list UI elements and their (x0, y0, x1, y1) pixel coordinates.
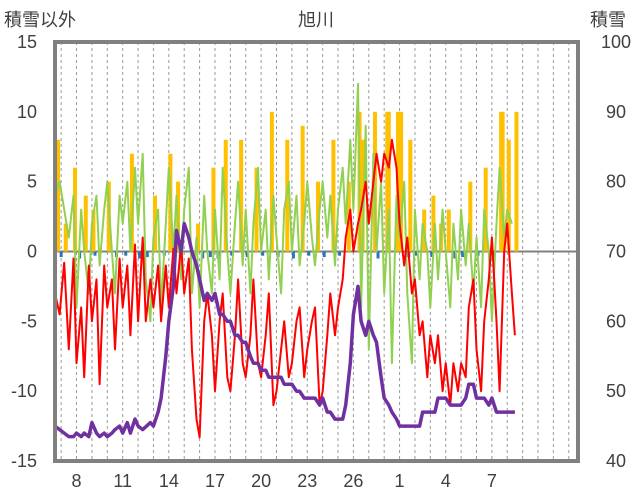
temperature-line (54, 138, 516, 439)
precip-bar (500, 111, 505, 252)
x-tick-label: 8 (72, 471, 82, 491)
precip-bar (506, 139, 511, 252)
right-tick-label: 90 (606, 102, 626, 122)
left-tick-label: 15 (17, 32, 37, 52)
x-tick-label: 23 (297, 471, 317, 491)
precip-bar (399, 111, 404, 252)
negative-bar (145, 251, 149, 258)
right-tick-label: 100 (601, 32, 631, 52)
x-tick-label: 1 (395, 471, 405, 491)
precip-bar (514, 111, 519, 252)
precip-bar (468, 181, 473, 252)
negative-bar (93, 251, 97, 256)
precip-bar (91, 209, 96, 252)
negative-bar (261, 251, 265, 256)
x-tick-label: 7 (487, 471, 497, 491)
precip-bar (300, 125, 305, 252)
chart-title: 旭川 (298, 10, 334, 30)
precip-bar (196, 223, 201, 252)
precip-bar (223, 139, 228, 252)
snow-depth-line (53, 221, 515, 439)
precip-bar (483, 167, 488, 252)
x-tick-label: 26 (343, 471, 363, 491)
negative-bar (138, 251, 142, 259)
precip-bar (269, 111, 274, 252)
negative-bar (124, 251, 128, 256)
series-lines (53, 82, 516, 439)
left-tick-label: 0 (27, 242, 37, 262)
precip-bar (83, 195, 88, 252)
left-axis-label: 積雪以外 (4, 10, 76, 30)
x-tick-label: 17 (205, 471, 225, 491)
negative-bar (291, 251, 295, 259)
negative-bar (414, 251, 418, 256)
right-axis-label: 積雪 (590, 10, 626, 30)
right-tick-label: 50 (606, 381, 626, 401)
right-tick-label: 70 (606, 242, 626, 262)
left-tick-label: -15 (11, 451, 37, 471)
negative-bar (461, 251, 465, 258)
precip-bar (408, 139, 413, 252)
precip-bar (431, 195, 436, 252)
precip-bar (56, 139, 61, 252)
precip-bar (211, 167, 216, 252)
right-tick-label: 40 (606, 451, 626, 471)
negative-bar (430, 251, 434, 258)
precip-bar (446, 209, 451, 252)
x-tick-label: 20 (251, 471, 271, 491)
precip-bar (331, 139, 336, 252)
negative-bar (376, 251, 380, 259)
precip-bar (63, 223, 68, 252)
right-tick-label: 60 (606, 311, 626, 331)
negative-bar (230, 251, 234, 256)
negative-bar (322, 251, 326, 258)
right-tick-label: 80 (606, 172, 626, 192)
x-tick-label: 4 (441, 471, 451, 491)
left-tick-label: -10 (11, 381, 37, 401)
x-tick-label: 11 (113, 471, 132, 491)
negative-bar (307, 251, 311, 256)
precip-bar (129, 153, 134, 252)
wind-line (54, 82, 513, 365)
left-tick-label: 5 (27, 172, 37, 192)
left-tick-label: -5 (21, 311, 37, 331)
plot-frame (53, 40, 580, 463)
negative-bar (338, 251, 342, 256)
left-tick-label: 10 (17, 102, 37, 122)
precip-bar (72, 167, 77, 252)
precip-bar (386, 111, 391, 252)
x-tick-label: 14 (159, 471, 179, 491)
negative-bar (59, 251, 63, 258)
precip-bar (239, 139, 244, 252)
precip-bar (254, 167, 259, 252)
negative-bar (208, 251, 212, 258)
negative-bar (453, 251, 457, 259)
